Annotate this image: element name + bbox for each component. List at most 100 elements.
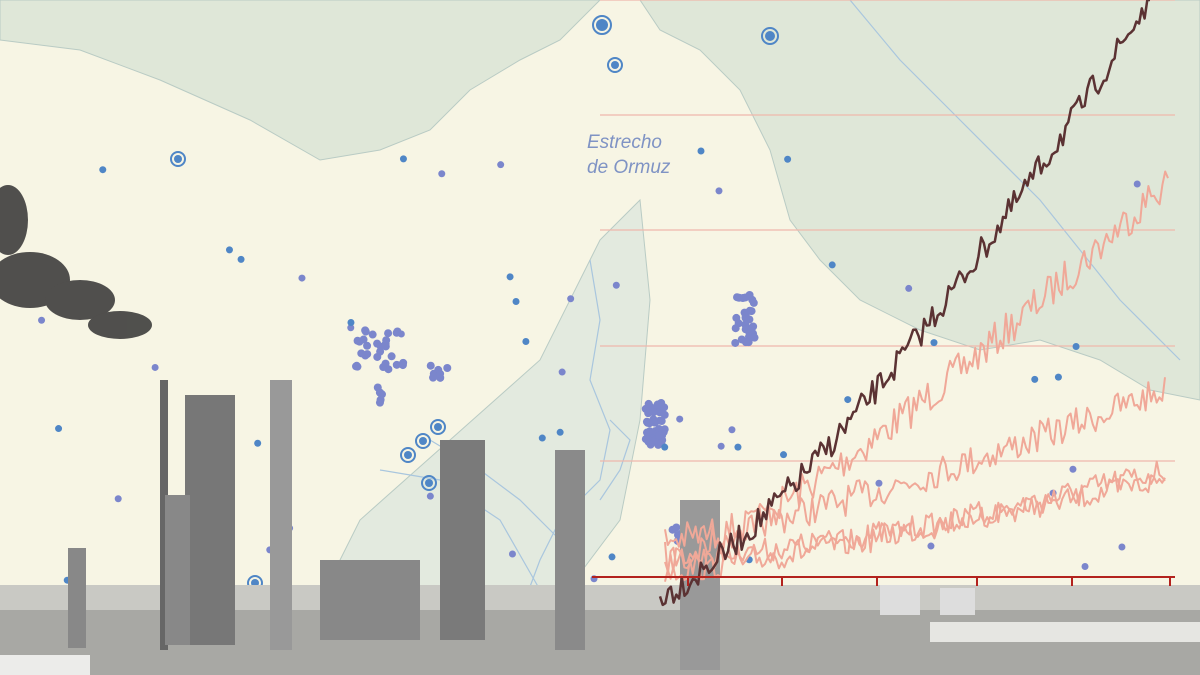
event-point [612,281,620,289]
event-point [927,542,935,550]
event-point [644,409,653,418]
event-point [828,261,836,269]
event-point [717,442,725,450]
event-point [114,495,122,503]
event-point [556,428,564,436]
event-point [398,361,407,370]
event-point [357,349,366,358]
event-point [645,427,654,436]
event-ring [170,151,186,167]
series-line [664,460,1166,582]
event-point [237,255,245,263]
event-point [660,425,669,434]
event-point [419,437,427,445]
event-point [522,338,530,346]
event-point [745,306,754,315]
event-point [738,294,747,303]
event-point [512,297,520,305]
event-point [655,424,664,433]
event-point [660,410,669,419]
event-point [765,31,775,41]
smoke-plume [0,185,152,339]
event-point [741,338,750,347]
event-point [657,417,666,426]
event-point [399,155,407,163]
event-point [930,339,938,347]
event-point [676,415,684,423]
event-point [734,443,742,451]
event-point [497,161,505,169]
event-point [375,388,384,397]
event-point [1133,180,1141,188]
event-point [298,274,306,282]
event-point [429,373,438,382]
event-point [749,298,758,307]
event-point [780,451,788,459]
event-point [376,347,385,356]
event-ring [400,447,416,463]
event-point [1054,373,1062,381]
event-point [436,369,445,378]
refinery-photo [0,380,1200,675]
event-point [611,61,619,69]
event-point [655,431,664,440]
series-line [664,377,1166,548]
event-point [672,523,681,532]
event-point [353,336,362,345]
event-point [747,326,756,335]
strait-label-line2: de Ormuz [587,157,671,178]
strait-label-line1: Estrecho [587,132,662,153]
event-point [387,352,396,361]
event-point [353,362,362,371]
event-point [347,324,355,332]
event-point [434,423,442,431]
event-point [397,330,405,338]
event-point [254,439,262,447]
series-line [658,0,1150,607]
event-point [731,338,740,347]
event-point [99,166,107,174]
event-ring [761,27,779,45]
event-ring [430,419,446,435]
event-point [1081,563,1089,571]
chart-series [658,0,1169,607]
event-point [905,284,913,292]
event-point [55,425,63,433]
event-point [151,363,159,371]
event-ring [421,475,437,491]
event-point [1118,543,1126,551]
event-point [644,399,653,408]
event-point [174,155,182,163]
event-point [426,361,435,370]
event-point [875,479,883,487]
event-point [646,440,655,449]
event-point [641,435,650,444]
event-point [1072,342,1080,350]
event-point [359,335,368,344]
event-point [225,246,233,254]
event-point [443,363,452,372]
event-point [426,492,434,500]
event-point [361,327,370,336]
event-point [538,434,546,442]
event-point [384,329,393,338]
event-point [363,341,372,350]
event-point [1069,465,1077,473]
event-point [741,313,750,322]
series-line [664,170,1169,576]
event-point [661,443,669,451]
strait-label: Estrecho de Ormuz [587,130,670,180]
event-point [438,170,446,178]
event-point [381,359,390,368]
event-point [392,360,401,369]
event-point [734,319,743,328]
event-ring [607,57,623,73]
event-point [844,396,852,404]
event-ring [592,15,612,35]
event-point [653,400,662,409]
event-ring [415,433,431,449]
event-point [697,147,705,155]
event-point [596,19,608,31]
event-point [38,316,46,324]
